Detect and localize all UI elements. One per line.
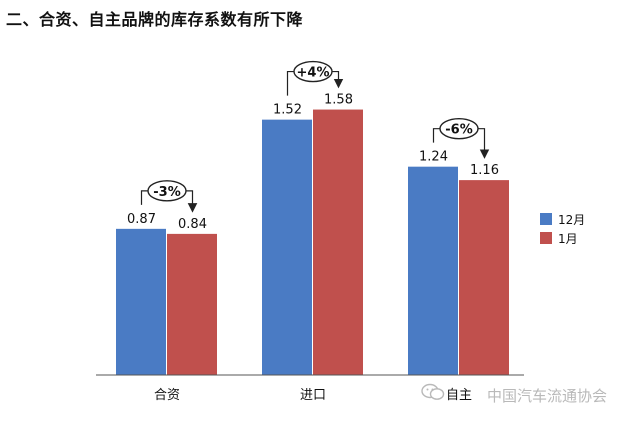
- bar-进口-1月: [313, 109, 363, 375]
- bar-合资-12月: [116, 228, 166, 375]
- legend-swatch: [540, 213, 552, 225]
- legend-label: 1月: [558, 232, 578, 246]
- bar-合资-1月: [167, 233, 217, 375]
- data-label: 1.58: [324, 93, 353, 108]
- legend-swatch: [540, 232, 552, 244]
- change-label: -3%: [153, 185, 180, 200]
- change-badge: [147, 180, 187, 202]
- category-label: 进口: [300, 388, 326, 403]
- change-badge: [439, 117, 479, 140]
- legend-label: 12月: [558, 213, 585, 227]
- bar-进口-12月: [262, 119, 312, 375]
- data-label: 1.24: [419, 150, 448, 165]
- data-label: 0.87: [127, 212, 156, 227]
- category-label: 合资: [154, 388, 180, 403]
- data-label: 1.52: [273, 103, 302, 118]
- data-label: 0.84: [178, 217, 207, 232]
- change-label: +4%: [297, 66, 330, 81]
- bar-自主-12月: [408, 166, 458, 375]
- wechat-icon: [421, 383, 445, 400]
- data-label: 1.16: [470, 163, 499, 178]
- change-badge: [293, 60, 333, 83]
- watermark-text: 中国汽车流通协会: [486, 387, 607, 405]
- change-label: -6%: [445, 123, 472, 138]
- bar-自主-1月: [459, 180, 509, 375]
- page-title: 二、合资、自主品牌的库存系数有所下降: [6, 10, 304, 29]
- category-label: 自主: [446, 388, 472, 403]
